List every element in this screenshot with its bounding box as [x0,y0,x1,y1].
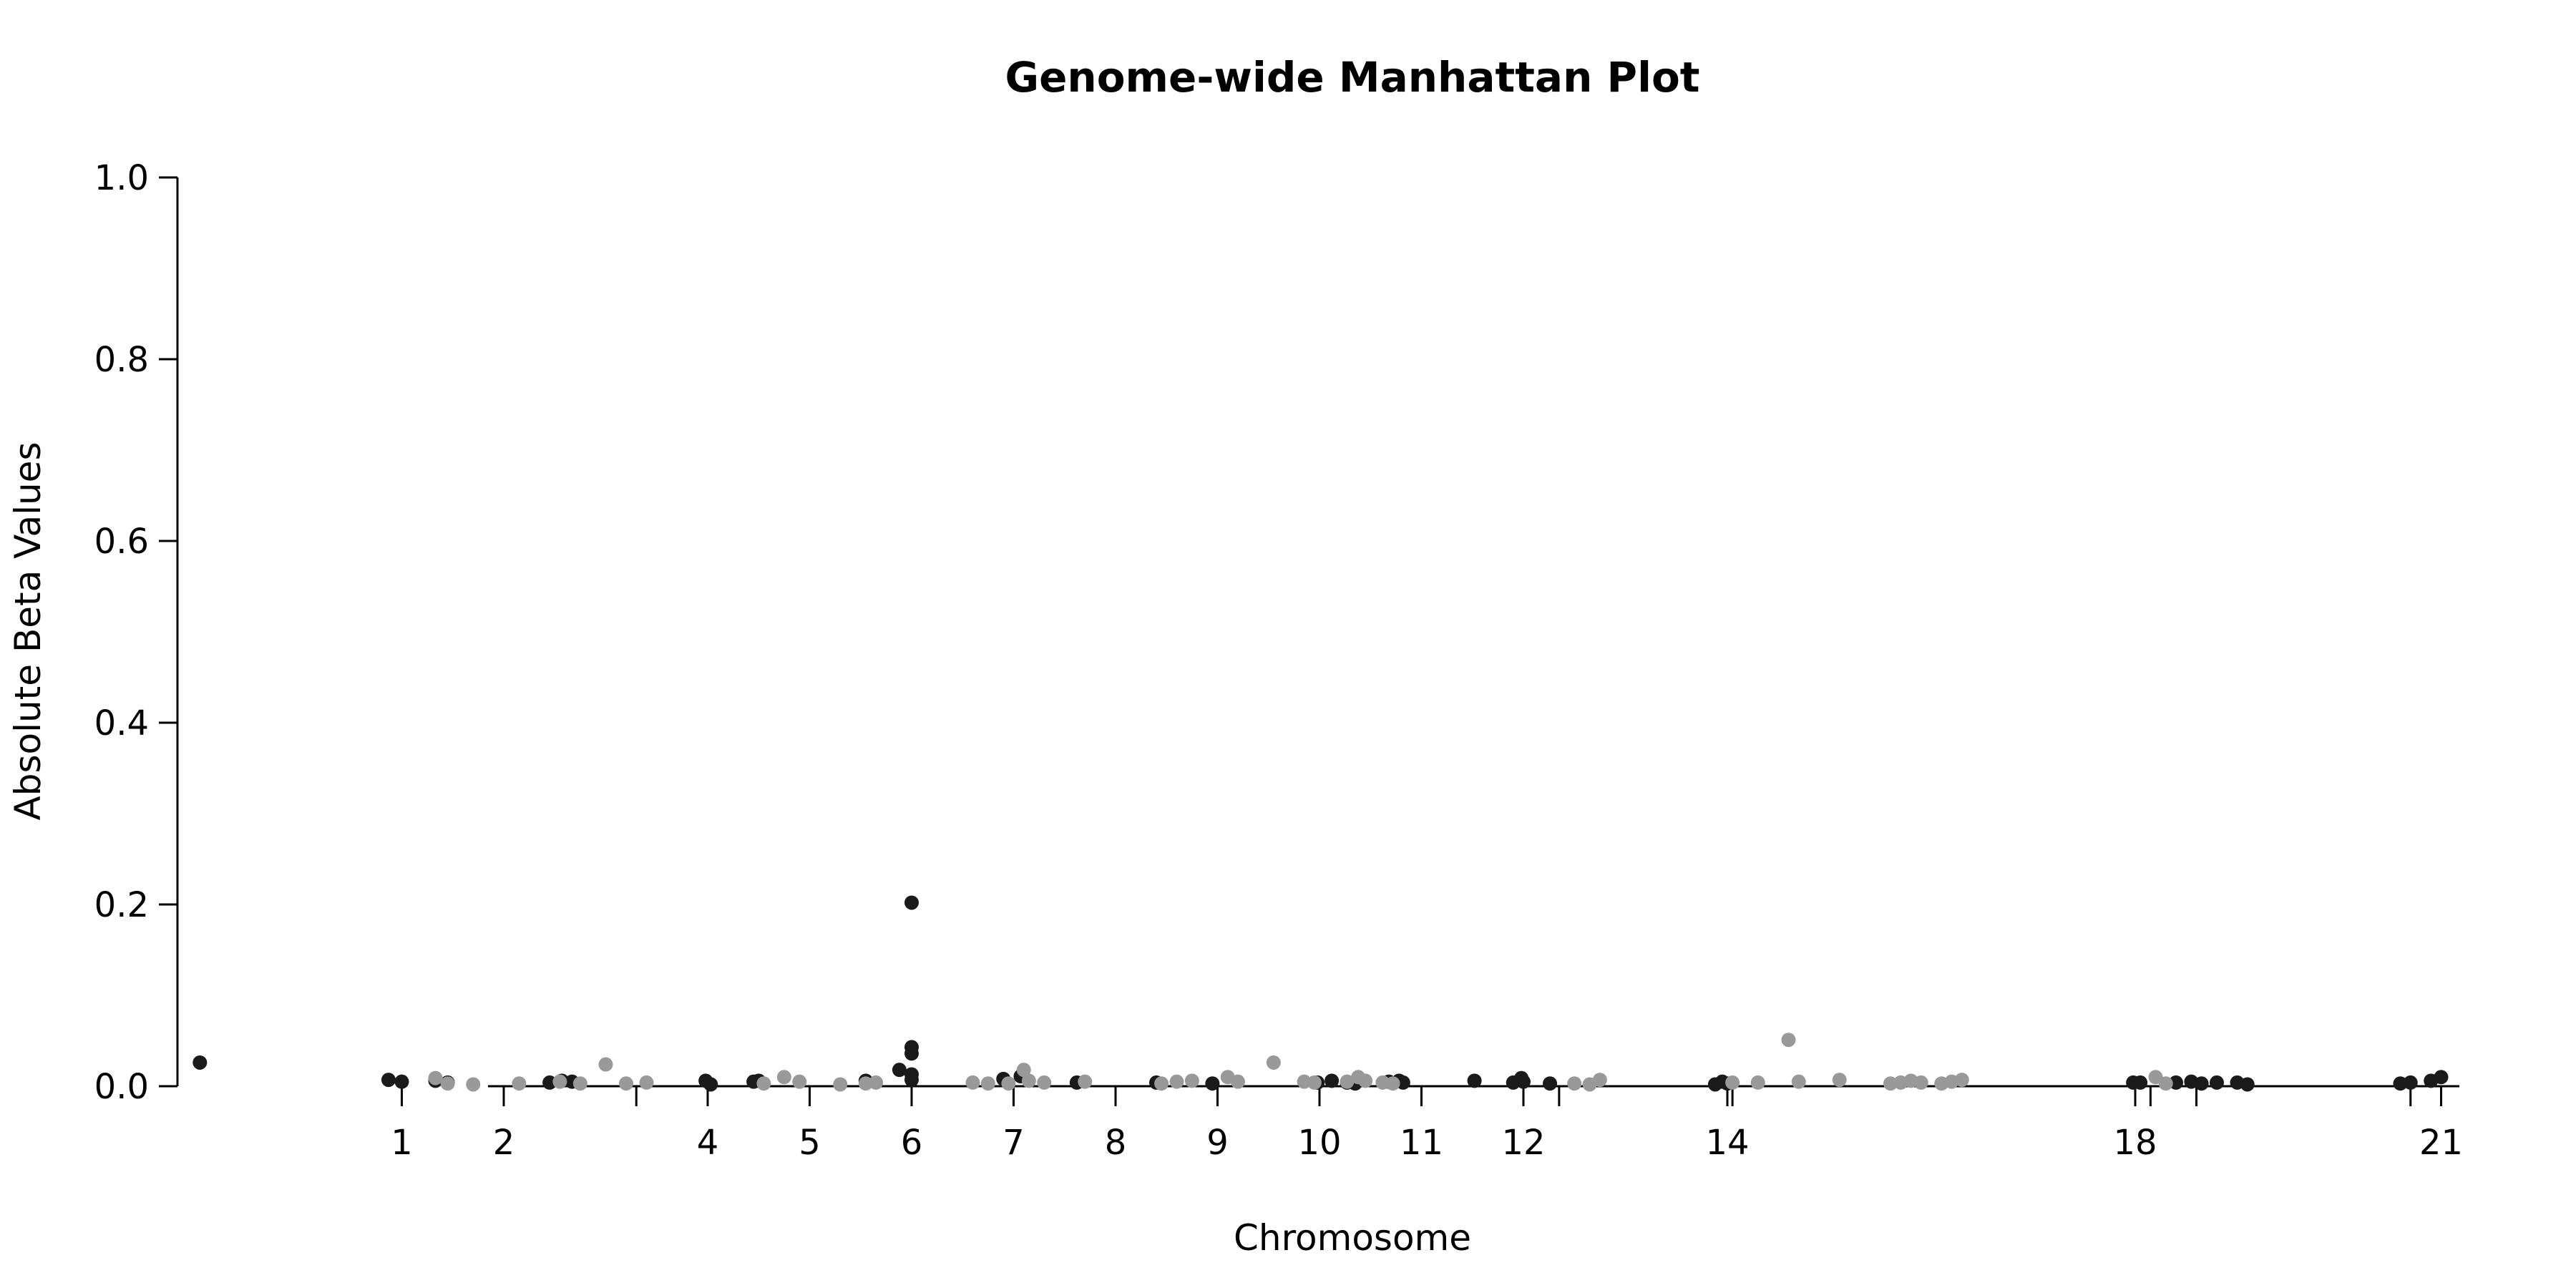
data-point [1543,1076,1558,1091]
y-tick-label: 0.0 [94,1067,149,1107]
x-tick-label: 12 [1501,1123,1545,1163]
data-point [1037,1075,1052,1090]
data-point [2194,1076,2209,1091]
data-point [466,1077,481,1092]
x-tick-label: 14 [1705,1123,1749,1163]
x-tick-label: 7 [1002,1123,1025,1163]
data-point [703,1077,718,1092]
data-point [1725,1075,1740,1090]
x-tick-label: 9 [1206,1123,1229,1163]
data-point [598,1057,613,1072]
data-point [1324,1073,1340,1088]
x-tick-label: 8 [1105,1123,1127,1163]
data-point [1791,1074,1806,1089]
x-tick-label: 4 [697,1123,719,1163]
data-point [2158,1076,2173,1091]
data-point [619,1076,633,1091]
y-tick-label: 0.6 [94,522,149,562]
chart-title: Genome-wide Manhattan Plot [1005,53,1699,102]
data-point [2240,1077,2255,1092]
y-axis: 0.0 0.2 0.4 0.6 0.8 1.0 [94,158,179,1107]
data-point [1021,1073,1036,1088]
data-point [904,895,919,910]
data-point [1001,1076,1016,1091]
data-point [869,1075,884,1090]
data-point [1266,1055,1281,1070]
data-point [2148,1070,2163,1085]
data-point [2210,1075,2224,1090]
data-points [192,895,2449,1092]
data-point [1385,1076,1400,1091]
x-tick-label: 2 [493,1123,515,1163]
data-point [1016,1063,1031,1078]
data-point [1750,1075,1765,1090]
data-point [1340,1074,1355,1089]
x-axis: 1 2 4 5 6 7 8 9 10 11 12 14 18 21 [391,1085,2463,1163]
data-point [965,1075,980,1090]
data-point [1184,1073,1199,1088]
x-tick-label: 6 [901,1123,923,1163]
data-point [904,1046,919,1061]
data-point [552,1074,567,1089]
x-tick-label: 5 [799,1123,821,1163]
data-point [1169,1074,1184,1089]
data-point [1358,1073,1373,1088]
data-point [1231,1074,1245,1089]
data-point [1078,1074,1093,1089]
data-point [1467,1073,1482,1088]
data-point [792,1074,807,1089]
data-point [512,1076,527,1091]
y-axis-label: Absolute Beta Values [7,442,49,821]
data-point [756,1076,771,1091]
data-point [2403,1075,2418,1090]
y-tick-label: 0.8 [94,340,149,380]
data-point [892,1063,907,1078]
data-point [980,1076,995,1091]
data-point [381,1073,396,1088]
data-point [1781,1033,1796,1048]
x-tick-label: 1 [391,1123,413,1163]
data-point [428,1070,443,1085]
data-point [394,1074,409,1089]
x-tick-label: 18 [2113,1123,2157,1163]
data-point [1154,1076,1169,1091]
data-point [440,1076,455,1091]
x-tick-label: 21 [2419,1123,2463,1163]
data-point [1954,1073,1969,1088]
data-point [904,1073,919,1088]
data-point [1913,1075,1928,1090]
data-point [2434,1070,2449,1085]
y-tick-label: 0.4 [94,703,149,743]
data-point [1307,1075,1322,1090]
data-point [1832,1073,1847,1088]
data-point [1516,1074,1531,1089]
data-point [1205,1076,1220,1091]
data-point [1592,1073,1607,1088]
x-axis-label: Chromosome [1234,1217,1471,1259]
y-tick-label: 0.2 [94,885,149,925]
y-tick-label: 1.0 [94,158,149,198]
x-tick-label: 10 [1297,1123,1341,1163]
data-point [833,1077,848,1092]
data-point [1567,1076,1582,1091]
data-point [192,1055,208,1070]
data-point [639,1075,654,1090]
x-tick-label: 11 [1400,1123,1443,1163]
data-point [776,1070,791,1085]
data-point [2133,1075,2148,1090]
data-point [572,1076,587,1091]
